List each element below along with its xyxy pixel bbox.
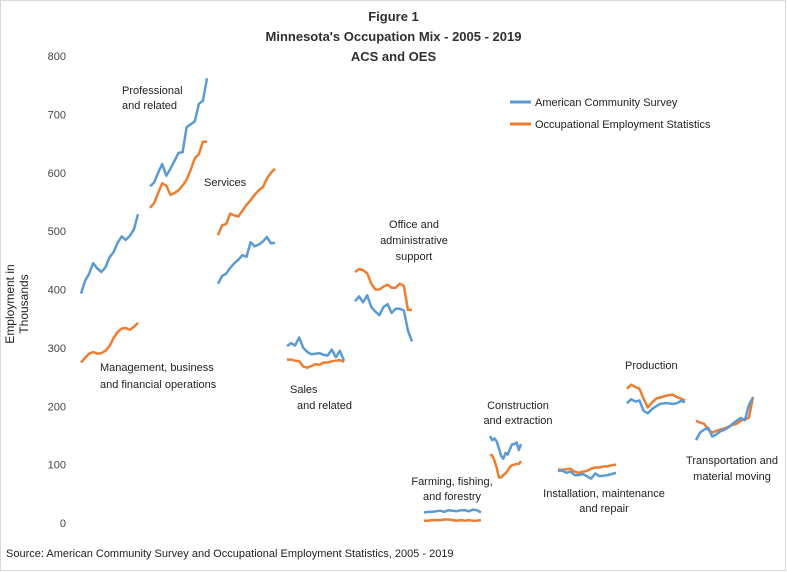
group-label: Professional [122, 85, 183, 97]
chart-title-line-1: Figure 1 [368, 9, 419, 24]
acs-series-line [557, 469, 617, 480]
group-label: administrative [380, 235, 448, 247]
oes-series-line [424, 518, 482, 522]
legend: American Community Survey Occupational Em… [510, 97, 711, 131]
oes-series-line [149, 140, 207, 209]
group-label: and related [297, 400, 352, 412]
acs-series-line [488, 435, 523, 461]
y-tick-label: 400 [48, 285, 66, 297]
group-label: Construction [487, 400, 549, 412]
chart-title-line-2: Minnesota's Occupation Mix - 2005 - 2019 [265, 29, 522, 44]
y-axis-ticks: 0 100 200 300 400 500 600 700 800 [48, 51, 66, 530]
group-label: Sales [290, 384, 318, 396]
group-label: Installation, maintenance [543, 488, 665, 500]
oes-series-line [626, 383, 686, 409]
group-label: support [396, 251, 433, 263]
group-label: and financial operations [100, 379, 217, 391]
oes-series-line [490, 454, 522, 479]
group-label: Office and [389, 219, 439, 231]
oes-series-line [695, 396, 755, 434]
group-label: Services [204, 177, 247, 189]
oes-series-line [287, 358, 345, 369]
acs-series-line [626, 397, 686, 415]
legend-entry: American Community Survey [535, 97, 678, 109]
y-tick-label: 0 [60, 518, 66, 530]
oes-series-line [557, 463, 617, 475]
group-label: and extraction [483, 415, 552, 427]
group-annotations: Management, business and financial operat… [100, 85, 778, 515]
y-tick-label: 100 [48, 460, 66, 472]
group-label: and related [122, 100, 177, 112]
group-label: Transportation and [686, 455, 778, 467]
source-note: Source: American Community Survey and Oc… [6, 548, 454, 560]
y-tick-label: 300 [48, 343, 66, 355]
acs-series-line [423, 508, 482, 514]
group-label: Management, business [100, 362, 214, 374]
group-label: Farming, fishing, [411, 476, 492, 488]
acs-series-line [694, 396, 755, 441]
y-tick-label: 600 [48, 168, 66, 180]
chart-title-line-3: ACS and OES [350, 49, 437, 64]
acs-series-line [286, 336, 346, 362]
y-tick-label: 700 [48, 109, 66, 121]
acs-series-line [149, 77, 209, 188]
y-tick-label: 500 [48, 226, 66, 238]
acs-series-line [216, 235, 276, 285]
legend-entry: Occupational Employment Statistics [535, 119, 711, 131]
group-label: and forestry [423, 491, 482, 503]
y-tick-label: 200 [48, 401, 66, 413]
group-label: and repair [579, 503, 629, 515]
series-layer [79, 77, 755, 522]
oes-series-line [354, 267, 412, 312]
oes-series-line [216, 167, 276, 236]
group-label: material moving [693, 471, 771, 483]
acs-series-line [354, 294, 414, 342]
y-tick-label: 800 [48, 51, 66, 63]
acs-series-line [79, 213, 140, 294]
oes-series-line [80, 321, 139, 364]
group-label: Production [625, 360, 678, 372]
